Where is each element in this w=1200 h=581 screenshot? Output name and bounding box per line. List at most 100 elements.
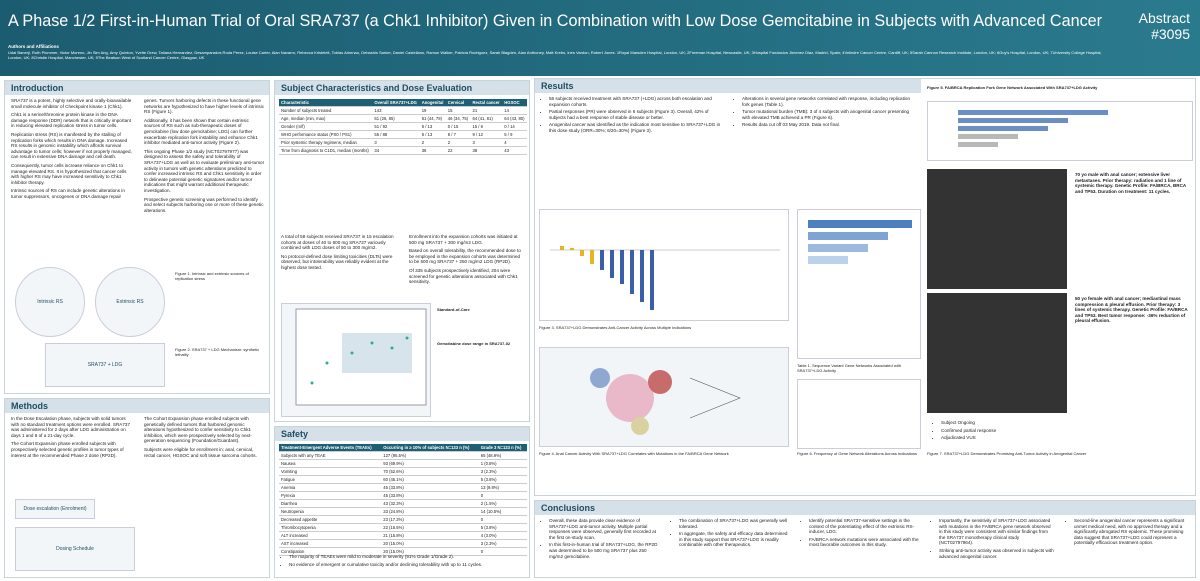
text: In the Dose Escalation phase, subjects w… [5, 413, 138, 464]
subject-characteristics: Subject Characteristics and Dose Evaluat… [274, 80, 530, 422]
table-cell: 5 / 9 [502, 130, 527, 139]
table-cell: 64 (43, 80) [502, 114, 527, 123]
list-item: In aggregate, the safety and efficacy da… [679, 531, 789, 548]
table-cell: 0 / 15 [445, 122, 471, 131]
table-row: Number of subjects treated 143 19 15 21 14 [279, 106, 527, 115]
table-cell: 13 (9.8%) [478, 483, 527, 492]
table: Treatment-Emergent Adverse Events (TEAEs… [279, 444, 527, 556]
table-cell: 127 (95.5%) [381, 451, 479, 460]
list: Identify potential SRA737-sensitive sett… [801, 518, 919, 548]
list: Alterations in several gene networks cor… [734, 96, 915, 128]
table-cell: 60 (45.1%) [381, 475, 479, 484]
column-header: Anogenital [419, 99, 446, 107]
column-header: Occurring in ≥ 10% of subjects N=133 n (… [381, 444, 479, 452]
caption: Figure 2. SRA737 + LDG Mechanism: synthe… [175, 347, 260, 357]
table-cell: 4 [502, 138, 527, 147]
table: Treatment-Emergent Adverse Events (TEAEs… [279, 444, 527, 556]
table-cell: 43 (32.3%) [381, 499, 479, 508]
introduction: Introduction SRA737 is a potent, highly … [4, 80, 270, 394]
table-row: Anemia 45 (33.8%) 13 (9.8%) [279, 483, 527, 492]
paragraph: genes. Tumors harboring defects in these… [144, 98, 265, 115]
list-item: No evidence of emergent or cumulative to… [289, 562, 525, 568]
table-cell: Thrombocytopenia [279, 523, 382, 532]
text: SRA737 is a potent, highly selective and… [5, 95, 138, 206]
paragraph: No protocol-defined dose limiting toxici… [281, 253, 393, 270]
caption: Figure 3. SRA737+LDG Demonstrates Anti-C… [539, 325, 692, 330]
table-cell: 5 (3.8%) [478, 523, 527, 532]
label: Gemcitabine dose range in SRA737-02 [437, 341, 511, 346]
list: The majority of TEAEs were mild to moder… [281, 554, 525, 567]
scan-image [927, 293, 1067, 413]
list: Importantly, the sensitivity of SRA737+L… [931, 518, 1054, 559]
table-cell: 3 [372, 138, 420, 147]
table-cell: 21 (15.8%) [381, 531, 479, 540]
list-item: Anogenital cancer was identified as the … [549, 122, 722, 133]
table-row: Subjects with any TEAE 127 (95.5%) 65 (48.… [279, 451, 527, 460]
table-cell: Prior systemic therapy regimens, median [279, 138, 373, 147]
paragraph: SRA737 is a potent, highly selective and… [11, 98, 132, 109]
authors-heading: Authors and Affiliations [8, 44, 59, 49]
table-cell: 3 (2.3%) [478, 539, 527, 548]
paragraph: The Cohort Expansion phase enrolled subj… [144, 416, 252, 444]
table-cell: 6 / 13 [419, 130, 446, 139]
table-cell: Gender (m/f) [279, 122, 373, 131]
table-cell: 20 (15.0%) [381, 547, 479, 556]
abstract-id: #3095 [1151, 26, 1190, 42]
column-header: Cervical [445, 99, 471, 107]
paragraph: The Cohort Expansion phase enrolled subj… [11, 441, 124, 458]
results: Results 58 subjects received treatment w… [534, 78, 1196, 496]
table-cell: 9 / 12 [470, 130, 503, 139]
table-cell: 0 [478, 515, 527, 524]
list-item: The majority of TEAEs were mild to moder… [289, 554, 525, 560]
paragraph: Prospective genetic screening was perfor… [144, 196, 264, 213]
table-cell: 61 (44, 79) [419, 114, 446, 123]
list: 58 subjects received treatment with SRA7… [541, 96, 722, 134]
table-cell: 15 [445, 106, 471, 115]
table-cell: 51 / 92 [372, 122, 420, 131]
table-cell: 1 (0.8%) [478, 459, 527, 468]
abstract-label: Abstract [1138, 10, 1190, 26]
header-row: Characteristic Overall SRA737+LDG Anogenit… [279, 99, 527, 107]
figure [797, 209, 921, 359]
table-row: Prior systemic therapy regimens, median 3… [279, 138, 527, 147]
figure: Intrinsic RS [15, 267, 85, 337]
table-cell: Neutropenia [279, 507, 382, 516]
list-item: FA/BRCA network mutations were associate… [809, 537, 919, 548]
column-header: Rectal cancer [470, 99, 503, 107]
text: The combination of SRA737+LDG was genera… [665, 515, 795, 553]
table-cell: 0 [478, 547, 527, 556]
table-cell: 33 (24.8%) [381, 507, 479, 516]
table-cell: 38 [470, 146, 503, 155]
list-item: The combination of SRA737+LDG was genera… [679, 518, 789, 529]
table-cell: Subjects with any TEAE [279, 451, 382, 460]
table-cell: WHO performance status (PS0 / PS1) [279, 130, 373, 139]
table-cell: 4 (3.0%) [478, 531, 527, 540]
table-row: WHO performance status (PS0 / PS1) 55 / 8… [279, 130, 527, 139]
caption: Figure 7. SRA737+LDG Demonstrates Promis… [927, 451, 1087, 456]
text: The majority of TEAEs were mild to moder… [275, 551, 529, 572]
table-row: Nausea 93 (69.9%) 1 (0.8%) [279, 459, 527, 468]
table-cell: 46 (34, 75) [445, 114, 471, 123]
table-cell: 0 / 14 [502, 122, 527, 131]
header: A Phase 1/2 First-in-Human Trial of Oral… [0, 0, 1200, 76]
figure: Extrinsic RS [95, 267, 165, 337]
table-cell: 2 (1.5%) [478, 499, 527, 508]
safety: Safety Treatment-Emergent Adverse Events… [274, 426, 530, 578]
table-cell: 93 (69.9%) [381, 459, 479, 468]
table-cell: Number of subjects treated [279, 106, 373, 115]
table-cell: 14 (10.5%) [478, 507, 527, 516]
table-cell: 14 [502, 106, 527, 115]
table-cell: 70 (52.6%) [381, 467, 479, 476]
table-row: Constipation 20 (15.0%) 0 [279, 547, 527, 556]
table-row: Vomiting 70 (52.6%) 3 (2.3%) [279, 467, 527, 476]
figure: Dose escalation (Enrolment) [15, 499, 95, 519]
table-cell: Vomiting [279, 467, 382, 476]
header-row: Treatment-Emergent Adverse Events (TEAEs… [279, 444, 527, 452]
list-item: Overall, these data provide clear eviden… [549, 518, 659, 540]
paragraph: Intrinsic sources of RS can include gene… [11, 188, 125, 199]
list-item: Adjudicated VUS [941, 435, 1187, 441]
text: A total of 58 subjects received SRA737 i… [275, 231, 403, 277]
list-item: Second-line anogenital cancer represents… [1074, 518, 1189, 546]
table-cell: 21 [470, 106, 503, 115]
